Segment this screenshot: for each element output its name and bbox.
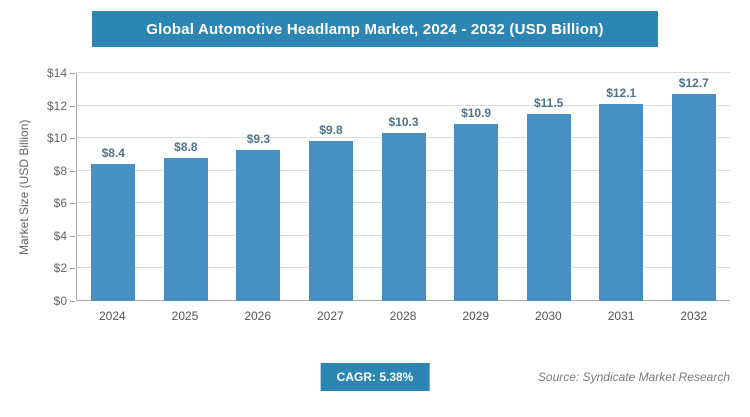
x-tick-label: 2030 — [535, 309, 562, 323]
chart-title: Global Automotive Headlamp Market, 2024 … — [146, 20, 604, 38]
x-tick-label: 2024 — [98, 309, 126, 323]
chart-region: Market Size (USD Billion) $0 $2 $4 $6 $8 $10 $… — [14, 66, 730, 331]
bar — [381, 133, 426, 301]
bar-group: $12.7 — [658, 73, 731, 301]
y-tick-label: $14 — [46, 66, 76, 80]
y-tick-label: $12 — [46, 98, 76, 113]
y-axis-title: Market Size (USD Billion) — [17, 119, 31, 255]
x-tick-label: 2027 — [317, 309, 344, 323]
chart-title-bar: Global Automotive Headlamp Market, 2024 … — [92, 11, 658, 47]
gridline — [77, 72, 730, 73]
bar-value-label: $11.5 — [533, 95, 564, 110]
x-axis-labels: 2024 2025 2026 2027 2028 2029 2030 2031 2032 — [76, 301, 730, 331]
bar-group: $8.4 — [77, 73, 150, 301]
x-tick-label: 2026 — [244, 309, 272, 323]
bar-value-label: $12.1 — [606, 85, 637, 100]
bar — [91, 164, 136, 301]
gridline — [77, 104, 730, 106]
bar — [671, 94, 716, 301]
y-tick-label: $6 — [53, 196, 76, 211]
bar — [454, 123, 499, 301]
bar-group: $10.3 — [367, 73, 440, 301]
x-tick-label: 2032 — [680, 309, 708, 323]
plot-row: $0 $2 $4 $6 $8 $10 $12 $14 $8.4 $8.8 $9.3 $9.8 $10.… — [34, 66, 730, 308]
plot-column: $0 $2 $4 $6 $8 $10 $12 $14 $8.4 $8.8 $9.3 $9.8 $10.… — [34, 66, 730, 331]
bars: $8.4 $8.8 $9.3 $9.8 $10.3 $10.9 $11.5 $12.1 $12.… — [77, 73, 730, 301]
bar — [236, 149, 281, 301]
source-credit: Source: Syndicate Market Research — [537, 370, 730, 384]
bar-group: $10.9 — [440, 73, 513, 301]
y-tick-label: $2 — [53, 261, 76, 276]
y-tick-label: $8 — [53, 163, 76, 178]
y-tick-label: $0 — [53, 294, 76, 308]
bar-value-label: $10.9 — [461, 105, 492, 120]
bar-group: $9.3 — [222, 73, 295, 301]
y-tick-label: $10 — [46, 131, 76, 146]
bar-value-label: $10.3 — [388, 115, 419, 130]
x-tick-label: 2028 — [389, 309, 417, 323]
bar-value-label: $9.3 — [246, 131, 271, 146]
bar-group: $11.5 — [512, 73, 585, 301]
bar-group: $9.8 — [295, 73, 368, 301]
x-tick-label: 2031 — [607, 309, 635, 323]
bar-value-label: $12.7 — [678, 76, 709, 91]
bar — [163, 157, 208, 301]
bar — [308, 141, 353, 301]
x-tick-label: 2025 — [171, 309, 199, 323]
bar-group: $12.1 — [585, 73, 658, 301]
bar — [599, 103, 644, 301]
footer: CAGR: 5.38% Source: Syndicate Market Res… — [0, 363, 750, 391]
bar-value-label: $9.8 — [319, 123, 343, 138]
bar-value-label: $8.4 — [101, 146, 125, 161]
x-tick-label: 2029 — [462, 309, 490, 323]
plot-area: $8.4 $8.8 $9.3 $9.8 $10.3 $10.9 $11.5 $12.1 $12.… — [76, 72, 730, 301]
cagr-badge: CAGR: 5.38% — [320, 363, 430, 391]
bar-value-label: $8.8 — [174, 139, 198, 154]
y-axis-ticks: $0 $2 $4 $6 $8 $10 $12 $14 — [34, 66, 76, 308]
bar — [526, 113, 571, 301]
y-tick-label: $4 — [53, 228, 76, 243]
bar-group: $8.8 — [150, 73, 223, 301]
